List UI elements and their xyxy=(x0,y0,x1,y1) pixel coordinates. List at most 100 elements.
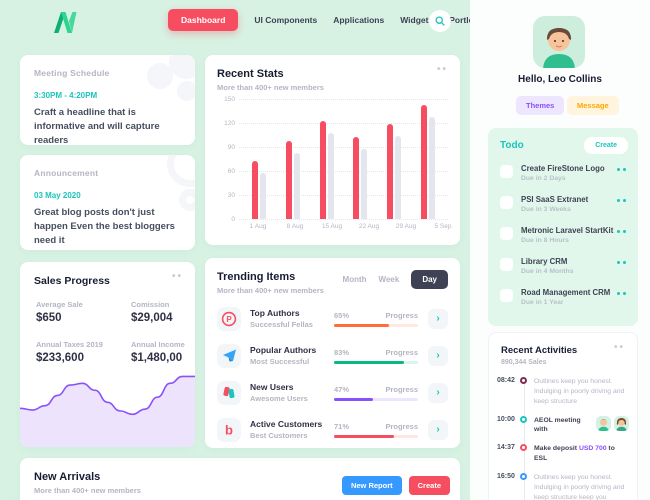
todo-item-dots-icon[interactable] xyxy=(617,230,626,233)
gridline xyxy=(239,147,448,148)
todo-item-library-crm: Library CRM Due in 4 Months xyxy=(500,257,626,275)
bar-group-29-aug xyxy=(387,99,403,219)
trending-item-name: Popular Authors xyxy=(250,345,317,355)
bar-group-15-aug xyxy=(319,99,336,219)
trending-item-percent: 47% xyxy=(334,384,350,394)
new-arrivals-buttons: New Report Create xyxy=(341,476,450,495)
trending-item-active-customers: b Active Customers Best Customers 71% Progre… xyxy=(217,411,448,448)
message-button[interactable]: Message xyxy=(567,96,619,115)
attendee-avatar xyxy=(614,415,629,431)
nav-item-widgets[interactable]: Widgets xyxy=(400,15,434,25)
y-axis-tick: 150 xyxy=(224,96,235,103)
recent-stats-card: Recent Stats More than 400+ new members … xyxy=(205,55,460,245)
activity-time: 14:37 xyxy=(497,444,515,452)
todo-card: Todo Create Create FireStone Logo Due in … xyxy=(488,128,638,326)
bar-gray xyxy=(293,152,300,219)
bar-gray xyxy=(429,116,436,219)
progress-label: Progress xyxy=(385,384,418,394)
todo-create-button[interactable]: Create xyxy=(584,137,628,154)
activities-title: Recent Activities xyxy=(501,345,578,356)
gridline xyxy=(239,99,448,100)
trending-items-card: Trending Items More than 400+ new member… xyxy=(205,258,460,448)
recent-stats-menu-dots-icon[interactable]: •• xyxy=(436,64,448,75)
bar-gray xyxy=(361,148,368,219)
sales-stat-annual-taxes-2019: Annual Taxes 2019 $233,600 xyxy=(36,340,103,364)
todo-title: Todo xyxy=(500,140,524,151)
trending-item-arrow-button[interactable]: › xyxy=(428,345,448,366)
trending-item-name: Active Customers xyxy=(250,419,323,429)
gridline xyxy=(239,171,448,172)
user-avatar[interactable] xyxy=(533,16,585,68)
progress-bar xyxy=(334,360,418,364)
todo-item-name: Road Management CRM xyxy=(521,288,611,297)
todo-item-due: Due in 4 Months xyxy=(521,268,574,275)
trending-item-arrow-button[interactable]: › xyxy=(428,382,448,403)
activity-item-16-50: 16:50 Outlines keep you honest. Indulging… xyxy=(489,472,637,500)
todo-checkbox[interactable] xyxy=(500,289,513,302)
trending-item-new-users: New Users Awesome Users 47% Progress › xyxy=(217,374,448,411)
bar-groups xyxy=(243,99,446,219)
todo-checkbox[interactable] xyxy=(500,196,513,209)
y-axis-tick: 60 xyxy=(227,168,235,175)
y-axis-tick: 0 xyxy=(231,216,235,223)
new-users-icon xyxy=(217,380,241,405)
trending-item-desc: Successful Fellas xyxy=(250,320,313,329)
activity-marker xyxy=(520,377,527,384)
gridline xyxy=(239,123,448,124)
nav-item-dashboard[interactable]: Dashboard xyxy=(168,9,239,31)
trending-item-desc: Most Successful xyxy=(250,357,310,366)
activity-time: 10:00 xyxy=(497,415,515,423)
x-axis-label: 8 Aug xyxy=(286,223,304,230)
trending-tab-month[interactable]: Month xyxy=(342,275,367,284)
sales-wave-chart xyxy=(20,361,195,447)
sales-stat-comission: Comission $29,004 xyxy=(131,300,173,324)
x-axis-label: 5 Sep xyxy=(434,223,452,230)
bar-red xyxy=(251,160,258,219)
activities-subtitle: 890,344 Sales xyxy=(501,359,547,366)
new-report-button[interactable]: New Report xyxy=(341,476,402,495)
nav-item-applications[interactable]: Applications xyxy=(333,15,385,25)
bitly-icon: b xyxy=(217,417,241,442)
todo-item-name: Metronic Laravel StartKit xyxy=(521,226,614,235)
todo-item-dots-icon[interactable] xyxy=(617,168,626,171)
trending-tab-week[interactable]: Week xyxy=(378,275,400,284)
nav-item-ui-components[interactable]: UI Components xyxy=(254,15,318,25)
create-button[interactable]: Create xyxy=(408,476,450,495)
activity-text: Make deposit USD 700 to ESL xyxy=(534,445,615,463)
greeting-text: Hello, Leo Collins xyxy=(518,74,602,85)
trending-item-arrow-button[interactable]: › xyxy=(428,419,448,440)
x-axis-label: 22 Aug xyxy=(358,223,380,230)
trending-tab-day[interactable]: Day xyxy=(411,270,448,289)
activity-item-10-00: 10:00 AEOL meeting with xyxy=(489,415,637,436)
todo-item-create-firestone-logo: Create FireStone Logo Due in 2 Days xyxy=(500,164,626,182)
activity-item-08-42: 08:42 Outlines keep you honest. Indulging… xyxy=(489,377,637,407)
trending-item-percent: 83% xyxy=(334,347,350,357)
todo-checkbox[interactable] xyxy=(500,258,513,271)
todo-item-dots-icon[interactable] xyxy=(617,261,626,264)
todo-item-psi-saas-extranet: PSI SaaS Extranet Due in 3 Weeks xyxy=(500,195,626,213)
nav-item-portlets[interactable]: Portlets xyxy=(449,15,481,25)
todo-item-due: Due in 3 Weeks xyxy=(521,206,571,213)
app-logo-icon[interactable] xyxy=(52,11,78,33)
trending-item-desc: Awesome Users xyxy=(250,394,308,403)
recent-stats-subtitle: More than 400+ new members xyxy=(217,83,324,92)
todo-item-dots-icon[interactable] xyxy=(617,292,626,295)
sales-menu-dots-icon[interactable]: •• xyxy=(171,271,183,282)
top-nav: Dashboard UI Components Applications Widget… xyxy=(0,0,481,42)
todo-checkbox[interactable] xyxy=(500,227,513,240)
trending-item-arrow-button[interactable]: › xyxy=(428,308,448,329)
trending-item-percent: 71% xyxy=(334,421,350,431)
search-button[interactable] xyxy=(429,10,451,32)
new-arrivals-card: New Arrivals More than 400+ new members … xyxy=(20,458,460,500)
todo-item-name: Create FireStone Logo xyxy=(521,164,605,173)
trending-subtitle: More than 400+ new members xyxy=(217,286,324,295)
progress-label: Progress xyxy=(385,421,418,431)
trending-tabs: Month Week Day xyxy=(343,270,448,289)
themes-button[interactable]: Themes xyxy=(516,96,565,115)
bar-red xyxy=(285,140,292,219)
activities-menu-dots-icon[interactable]: •• xyxy=(613,342,625,353)
todo-item-dots-icon[interactable] xyxy=(617,199,626,202)
activity-text: Outlines keep you honest. Indulging in p… xyxy=(534,378,625,405)
todo-checkbox[interactable] xyxy=(500,165,513,178)
